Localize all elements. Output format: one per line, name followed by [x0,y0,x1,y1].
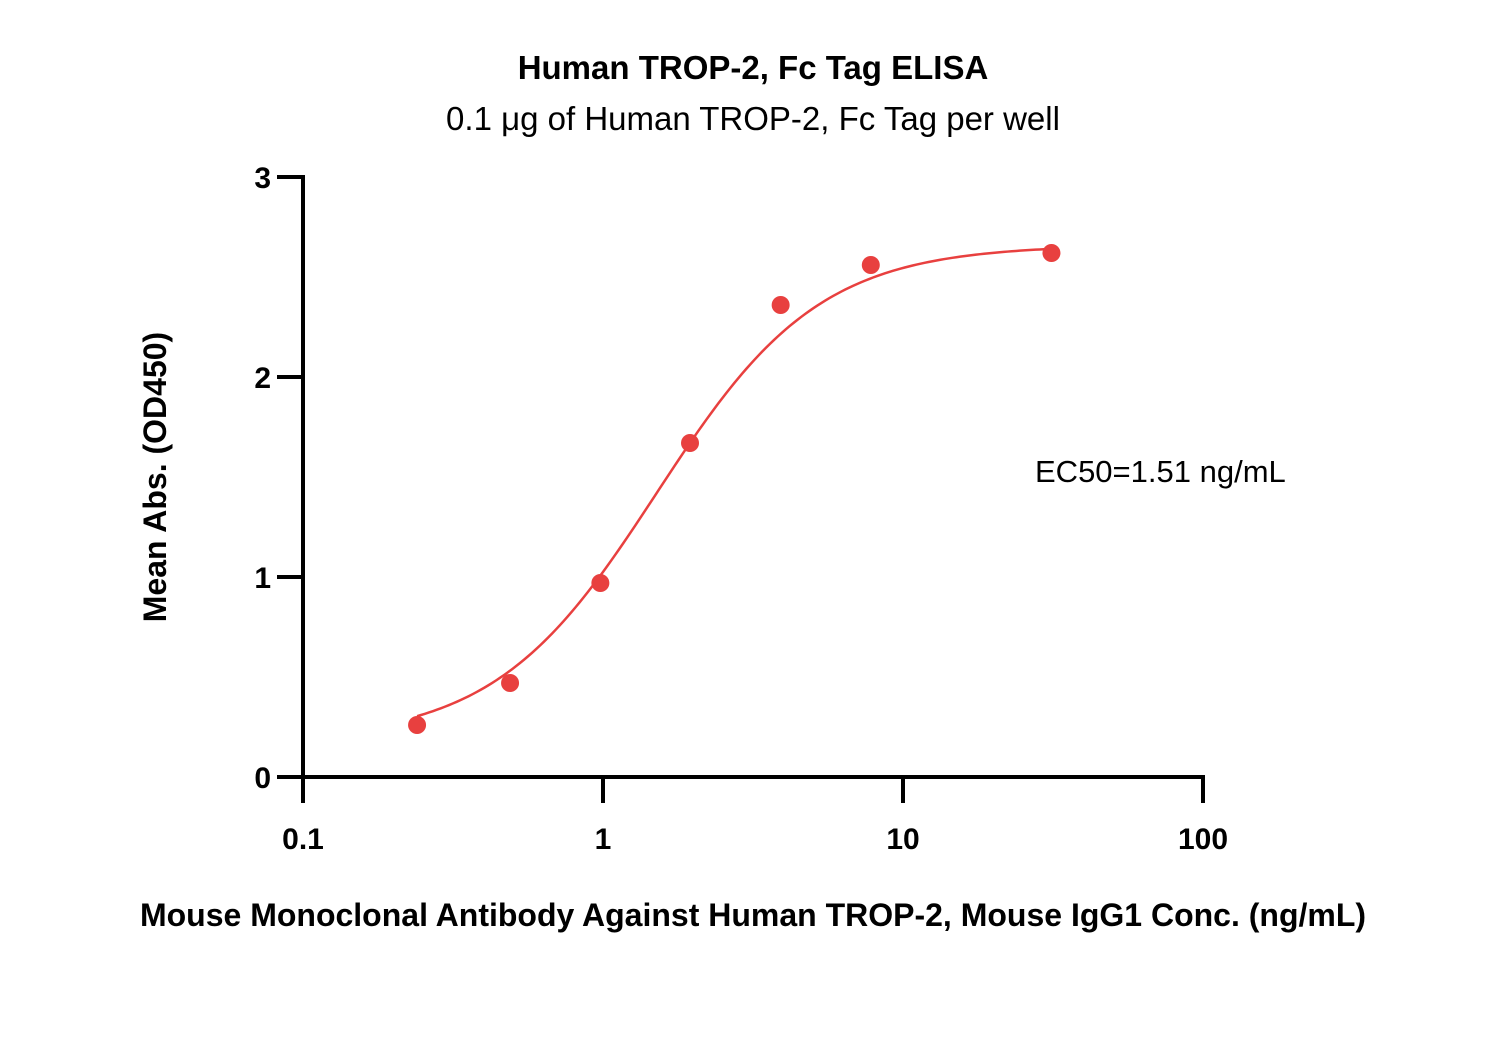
y-tick-label: 1 [254,562,271,595]
ec50-annotation: EC50=1.51 ng/mL [1035,454,1286,489]
data-point [501,674,520,692]
x-tick-label: 10 [886,823,919,856]
chart-subtitle: 0.1 μg of Human TROP-2, Fc Tag per well [446,100,1060,137]
x-tick-label: 1 [595,823,612,856]
data-points [408,244,1061,734]
y-tick-label: 0 [254,762,271,795]
x-tick-label: 0.1 [282,823,324,856]
data-point [1042,244,1061,262]
data-point [591,574,610,592]
data-point [681,434,700,452]
x-axis-label: Mouse Monoclonal Antibody Against Human … [140,897,1366,933]
y-tick-label: 3 [254,162,271,195]
fit-curve-layer [416,247,1052,718]
data-point [771,296,790,314]
x-tick-label: 100 [1178,823,1228,856]
data-point [861,256,880,274]
y-axis-label: Mean Abs. (OD450) [137,332,173,622]
y-tick-label: 2 [254,362,271,395]
fit-curve [416,247,1052,718]
data-point [408,716,427,734]
axes: 0 1 2 3 0.1 1 10 100 [254,162,1228,856]
chart-title: Human TROP-2, Fc Tag ELISA [518,49,989,86]
